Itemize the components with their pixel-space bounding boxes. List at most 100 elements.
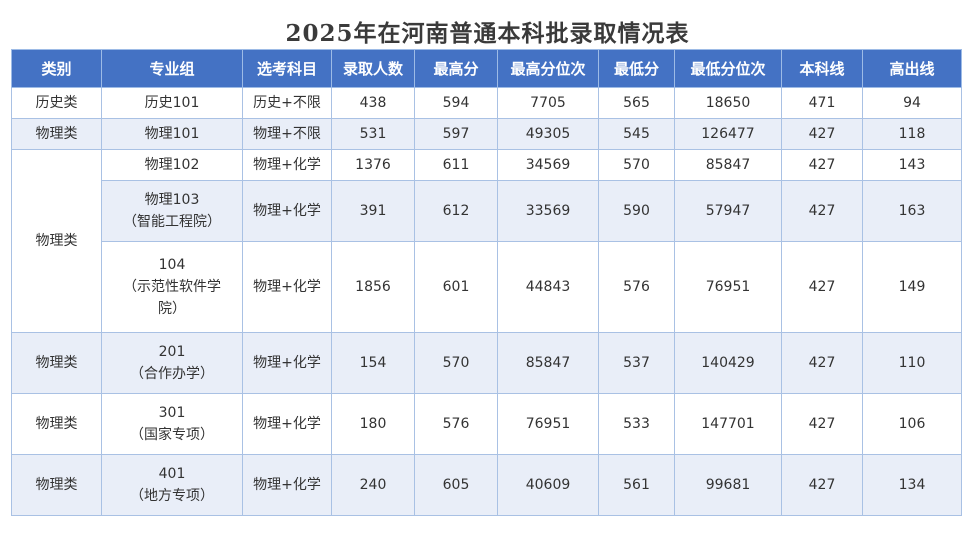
header-category: 类别: [11, 49, 102, 88]
max-rank-cell: 49305: [497, 118, 599, 150]
line-cell: 427: [781, 118, 863, 150]
max-rank-cell: 85847: [497, 332, 599, 394]
max-score-cell: 594: [414, 87, 498, 119]
group-cell: 201 （合作办学）: [101, 332, 243, 394]
group-code: 物理103: [144, 192, 200, 208]
group-cell: 301 （国家专项）: [101, 393, 243, 455]
max-score-cell: 611: [414, 149, 498, 181]
min-rank-cell: 76951: [674, 241, 782, 333]
category-cell: 物理类: [11, 118, 102, 150]
max-rank-cell: 7705: [497, 87, 599, 119]
group-note: （智能工程院）: [123, 214, 221, 230]
table-row: 物理103 （智能工程院） 物理+化学 391 612 33569 590 57…: [12, 180, 962, 242]
header-min-score: 最低分: [598, 49, 675, 88]
group-note: （示范性软件学: [123, 279, 221, 295]
table-row: 物理类 物理102 物理+化学 1376 611 34569 570 85847…: [11, 149, 962, 333]
subjects-cell: 物理+化学: [242, 454, 332, 516]
above-cell: 110: [862, 332, 962, 394]
subjects-cell: 物理+化学: [242, 241, 332, 333]
table-row: 104 （示范性软件学 院） 物理+化学 1856 601 44843 576 …: [12, 241, 962, 333]
min-score-cell: 545: [598, 118, 675, 150]
header-line: 本科线: [781, 49, 863, 88]
min-score-cell: 565: [598, 87, 675, 119]
group-cell: 历史101: [101, 87, 243, 119]
line-cell: 471: [781, 87, 863, 119]
table-row: 物理类 物理101 物理+不限 531 597 49305 545 126477…: [11, 118, 962, 150]
group-code: 201: [158, 344, 186, 360]
header-min-rank: 最低分位次: [674, 49, 782, 88]
category-cell: 物理类: [11, 393, 102, 455]
min-rank-cell: 147701: [674, 393, 782, 455]
group-code: 104: [158, 257, 186, 273]
min-score-cell: 561: [598, 454, 675, 516]
max-rank-cell: 34569: [497, 149, 599, 181]
max-score-cell: 570: [414, 332, 498, 394]
min-rank-cell: 140429: [674, 332, 782, 394]
line-cell: 427: [781, 454, 863, 516]
table-row: 历史类 历史101 历史+不限 438 594 7705 565 18650 4…: [11, 87, 962, 119]
max-score-cell: 605: [414, 454, 498, 516]
group-note: （合作办学）: [130, 366, 214, 382]
admitted-cell: 154: [331, 332, 415, 394]
table-row: 物理类 301 （国家专项） 物理+化学 180 576 76951 533 1…: [11, 393, 962, 455]
category-cell: 物理类: [11, 332, 102, 394]
admitted-cell: 1376: [331, 149, 415, 181]
admitted-cell: 1856: [331, 241, 415, 333]
max-score-cell: 601: [414, 241, 498, 333]
min-score-cell: 570: [598, 149, 675, 181]
admission-table: 类别 专业组 选考科目 录取人数 最高分 最高分位次 最低分 最低分位次 本科线…: [11, 49, 962, 516]
above-cell: 118: [862, 118, 962, 150]
max-rank-cell: 44843: [497, 241, 599, 333]
above-cell: 106: [862, 393, 962, 455]
max-score-cell: 612: [414, 180, 498, 242]
min-score-cell: 590: [598, 180, 675, 242]
subjects-cell: 物理+化学: [242, 180, 332, 242]
max-rank-cell: 33569: [497, 180, 599, 242]
min-score-cell: 537: [598, 332, 675, 394]
group-note: 院）: [158, 301, 186, 317]
min-score-cell: 533: [598, 393, 675, 455]
table-row: 物理类 401 （地方专项） 物理+化学 240 605 40609 561 9…: [11, 454, 962, 516]
group-cell: 401 （地方专项）: [101, 454, 243, 516]
above-cell: 149: [862, 241, 962, 333]
above-cell: 163: [862, 180, 962, 242]
line-cell: 427: [781, 241, 863, 333]
line-cell: 427: [781, 180, 863, 242]
admitted-cell: 438: [331, 87, 415, 119]
category-cell: 物理类: [11, 454, 102, 516]
header-admitted: 录取人数: [331, 49, 415, 88]
group-cell: 物理103 （智能工程院）: [101, 180, 243, 242]
subjects-cell: 物理+化学: [242, 332, 332, 394]
min-score-cell: 576: [598, 241, 675, 333]
group-note: （地方专项）: [130, 488, 214, 504]
line-cell: 427: [781, 393, 863, 455]
header-max-score: 最高分: [414, 49, 498, 88]
header-above: 高出线: [862, 49, 962, 88]
max-rank-cell: 76951: [497, 393, 599, 455]
above-cell: 143: [862, 149, 962, 181]
group-cell: 物理102: [101, 149, 243, 181]
page-title: 2025年在河南普通本科批录取情况表: [285, 20, 690, 47]
group-code: 401: [158, 466, 186, 482]
table-row: 物理类 201 （合作办学） 物理+化学 154 570 85847 537 1…: [11, 332, 962, 394]
min-rank-cell: 99681: [674, 454, 782, 516]
group-note: （国家专项）: [130, 427, 214, 443]
line-cell: 427: [781, 332, 863, 394]
min-rank-cell: 126477: [674, 118, 782, 150]
group-cell: 104 （示范性软件学 院）: [101, 241, 243, 333]
subjects-cell: 物理+不限: [242, 118, 332, 150]
subjects-cell: 物理+化学: [242, 393, 332, 455]
admitted-cell: 531: [331, 118, 415, 150]
header-row: 类别 专业组 选考科目 录取人数 最高分 最高分位次 最低分 最低分位次 本科线…: [11, 49, 962, 88]
admitted-cell: 180: [331, 393, 415, 455]
max-rank-cell: 40609: [497, 454, 599, 516]
max-score-cell: 576: [414, 393, 498, 455]
above-cell: 134: [862, 454, 962, 516]
header-subjects: 选考科目: [242, 49, 332, 88]
line-cell: 427: [781, 149, 863, 181]
admitted-cell: 391: [331, 180, 415, 242]
group-code: 301: [158, 405, 186, 421]
header-group: 专业组: [101, 49, 243, 88]
subjects-cell: 历史+不限: [242, 87, 332, 119]
header-max-rank: 最高分位次: [497, 49, 599, 88]
